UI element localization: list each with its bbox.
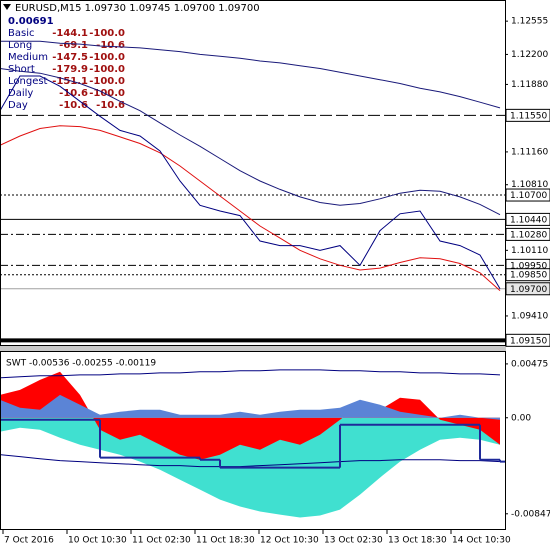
y-tick-label: 1.12555 [511, 17, 548, 27]
chart-title: EURUSD,M15 1.09730 1.09745 1.09700 1.097… [15, 3, 260, 14]
y-tick-label: 1.09410 [511, 311, 548, 321]
table-value: -147.5 [52, 52, 88, 63]
level-label: 1.09700 [510, 285, 547, 295]
y-tick-label: 1.10110 [511, 246, 548, 256]
y-tick-label: 1.12200 [511, 50, 548, 60]
main-frame [0, 0, 506, 346]
x-tick-label: 13 Oct 02:30 [324, 536, 383, 546]
table-value: -100.0 [89, 76, 125, 87]
y-tick-label: 1.11880 [511, 80, 548, 90]
series-line [1, 369, 501, 379]
table-label: Long [8, 40, 32, 51]
sub-frame [0, 351, 506, 530]
y-tick-label: -0.00847 [511, 509, 550, 519]
chart-subtitle: 0.00691 [8, 16, 54, 27]
series-area [1, 394, 500, 420]
table-value: -100.0 [89, 64, 125, 75]
level-label-box [505, 282, 550, 296]
level-label-box [505, 108, 550, 122]
x-tick-label: 14 Oct 10:30 [452, 536, 511, 546]
level-label-box [505, 188, 550, 202]
level-label-box [505, 212, 550, 226]
level-label-box [505, 333, 550, 347]
level-label: 1.10280 [510, 230, 547, 240]
table-label: Short [8, 64, 35, 75]
table-value: -144.1 [52, 28, 88, 39]
table-value: -100.0 [89, 88, 125, 99]
table-label: Longest [8, 76, 48, 87]
plot-area [1, 40, 505, 343]
x-tick-label: 11 Oct 18:30 [196, 536, 255, 546]
table-label: Basic [8, 28, 34, 39]
table-value: -151.1 [52, 76, 88, 87]
level-label: 1.09950 [510, 261, 547, 271]
x-tick-label: 11 Oct 02:30 [132, 536, 191, 546]
x-tick-label: 7 Oct 2016 [4, 536, 54, 546]
level-label: 1.09850 [510, 271, 547, 281]
panel-separator [0, 346, 506, 351]
series-line [1, 454, 501, 468]
table-value: -179.9 [52, 64, 88, 75]
x-tick-label: 12 Oct 10:30 [260, 536, 319, 546]
table-label: Day [8, 100, 28, 111]
indicator-title: SWT -0.00536 -0.00255 -0.00119 [6, 359, 156, 369]
table-value: -10.6 [96, 100, 125, 111]
level-label-box [505, 227, 550, 241]
series-area [1, 371, 500, 460]
x-tick-label: 13 Oct 18:30 [388, 536, 447, 546]
table-label: Daily [8, 88, 33, 99]
level-label: 1.10440 [510, 215, 547, 225]
level-label-box [505, 268, 550, 282]
plot-area [1, 369, 505, 518]
table-value: -10.6 [59, 100, 88, 111]
level-label: 1.11550 [510, 111, 547, 121]
table-value: -100.0 [89, 28, 125, 39]
table-value: -10.6 [96, 40, 125, 51]
series-line [1, 68, 501, 216]
y-tick-label: 1.11160 [511, 147, 548, 157]
menu-icon[interactable] [3, 4, 11, 10]
level-label: 1.10700 [510, 191, 547, 201]
series-line [1, 75, 501, 290]
table-value: -10.6 [59, 88, 88, 99]
x-tick-label: 10 Oct 10:30 [68, 536, 127, 546]
y-tick-label: 0.00 [511, 413, 531, 423]
series-line [1, 40, 501, 109]
series-line [1, 125, 501, 291]
table-label: Medium [8, 52, 48, 63]
table-value: -100.0 [89, 52, 125, 63]
level-label: 1.09150 [510, 336, 547, 346]
table-value: -69.1 [59, 40, 88, 51]
y-tick-label: 0.00475 [511, 359, 548, 369]
y-tick-label: 1.10810 [511, 180, 548, 190]
